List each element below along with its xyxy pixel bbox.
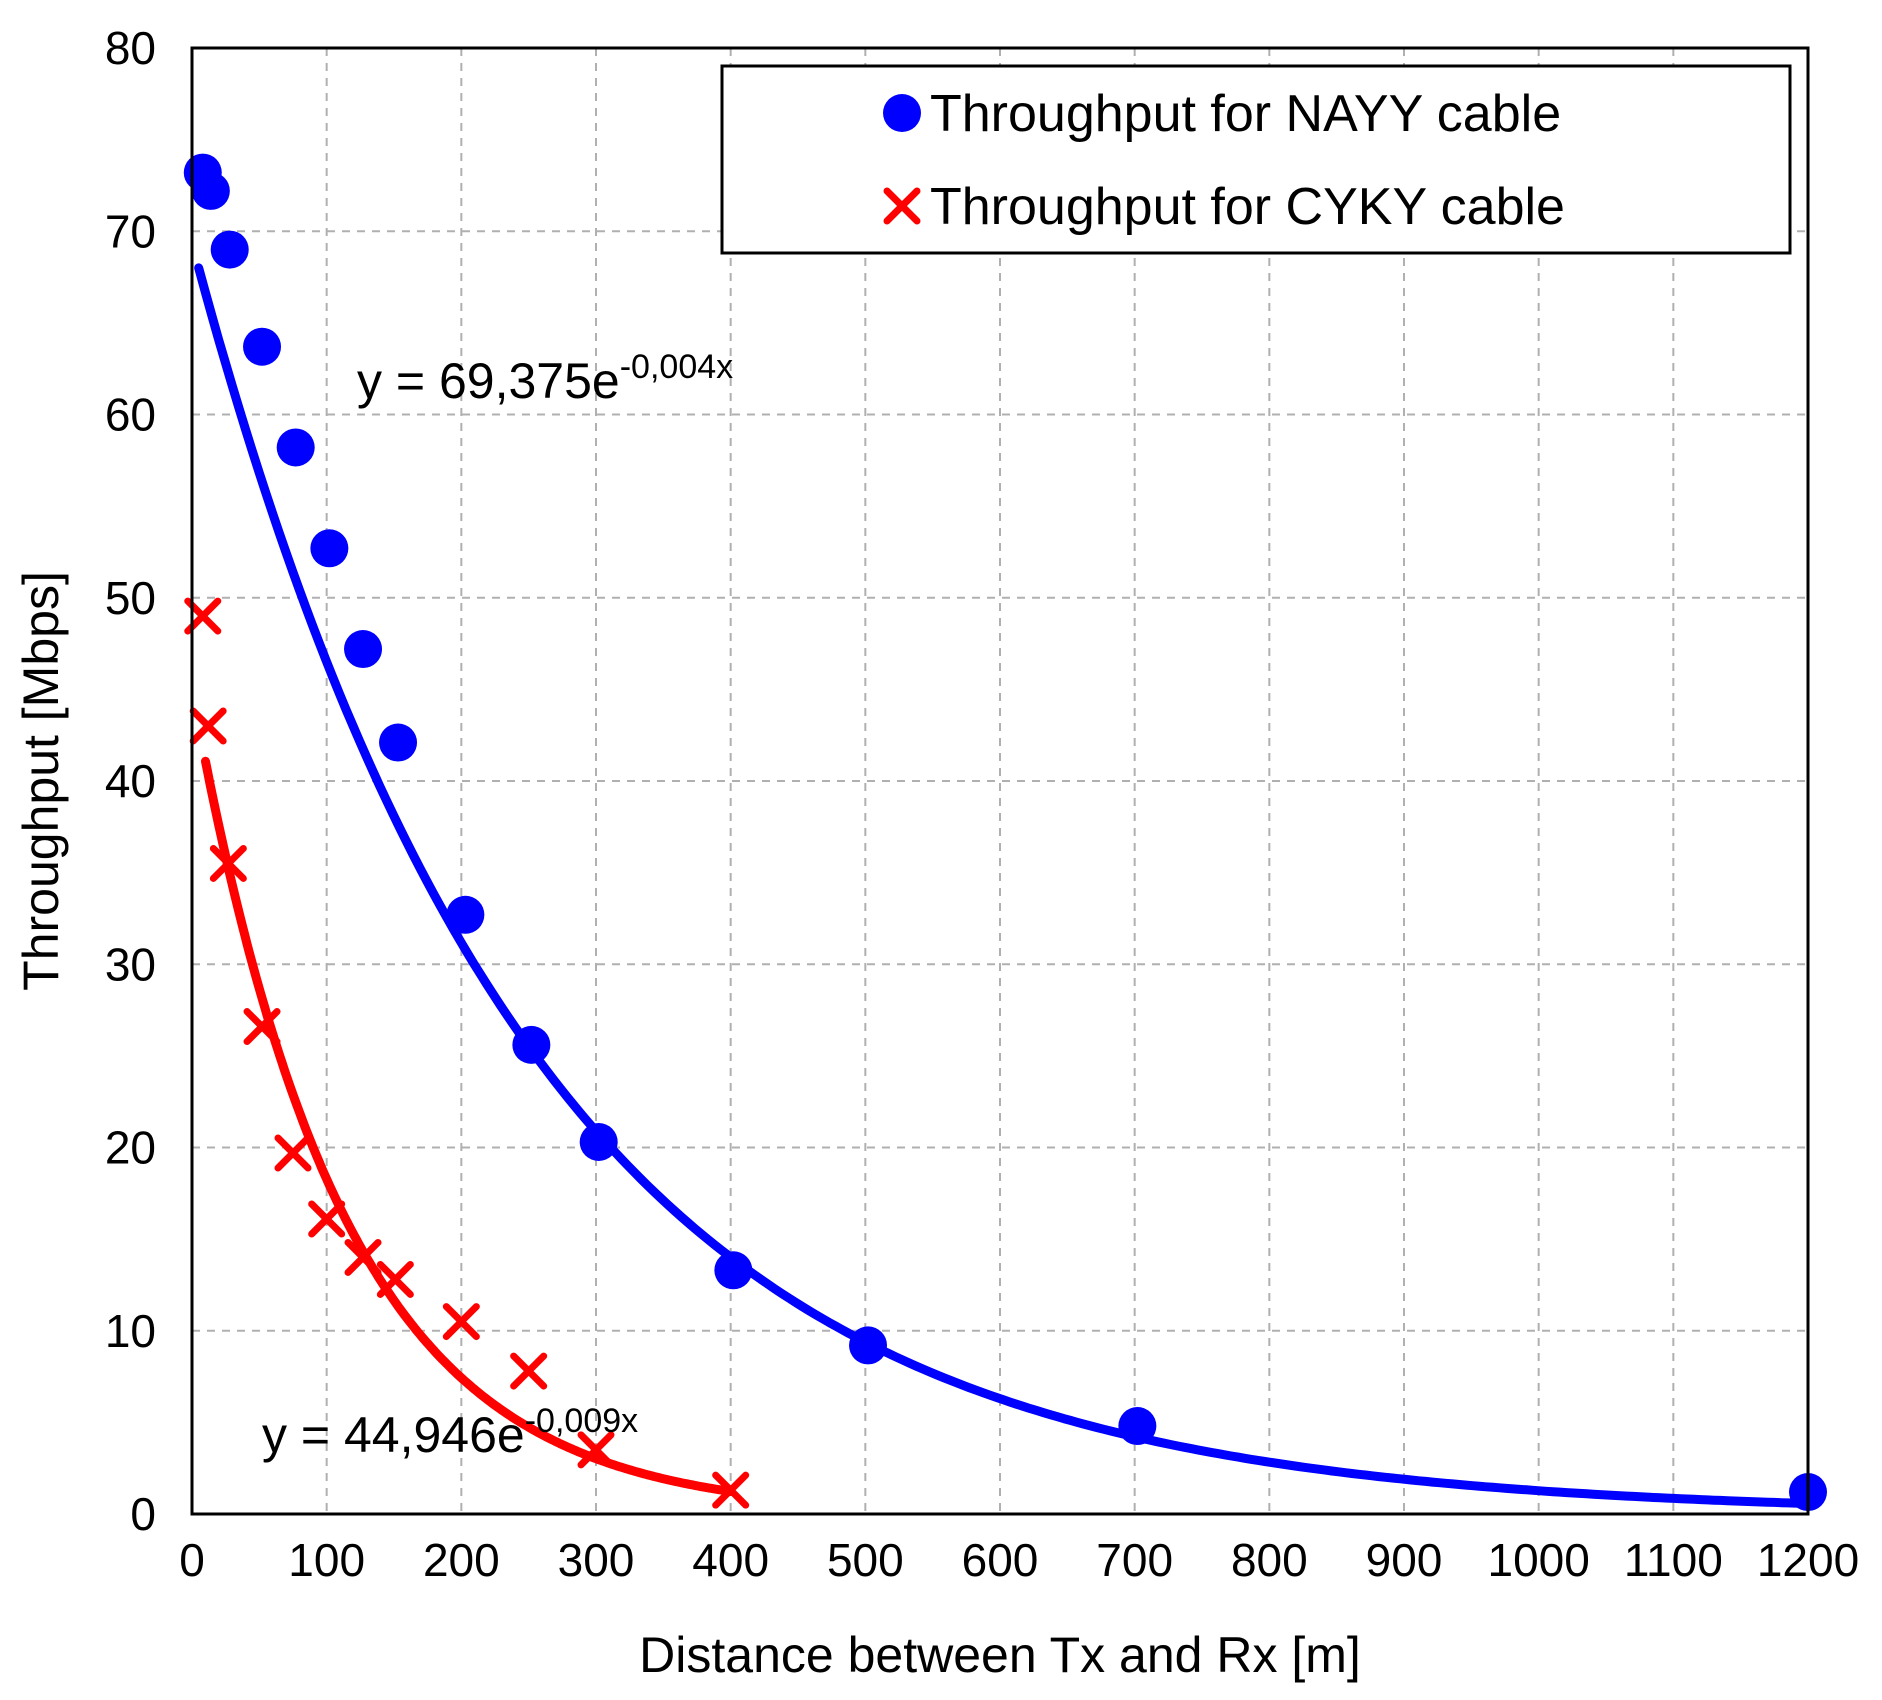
trendlines	[194, 263, 1813, 1508]
data-point-series-0	[1118, 1407, 1157, 1446]
y-tick-label: 60	[105, 389, 156, 441]
legend: Throughput for NAYY cable Throughput for…	[720, 64, 1792, 255]
y-tick-label: 50	[105, 572, 156, 624]
equation-base: y = 69,375e	[357, 353, 620, 409]
legend-marker-x-icon	[883, 187, 921, 225]
data-point-series-1	[344, 1238, 382, 1276]
x-tick-label: 400	[692, 1534, 769, 1586]
trendline-equation-cyky: y = 44,946e-0,009x	[262, 1402, 638, 1463]
data-point-series-0	[276, 428, 315, 467]
equation-exponent: -0,009x	[525, 1402, 638, 1440]
x-tick-label: 1200	[1757, 1534, 1859, 1586]
data-point-series-1	[577, 1431, 615, 1469]
data-point-series-0	[344, 630, 383, 669]
y-tick-label: 20	[105, 1122, 156, 1174]
x-tick-label: 0	[179, 1534, 205, 1586]
equation-base: y = 44,946e	[262, 1407, 525, 1463]
y-tick-label: 0	[130, 1488, 156, 1540]
tick-labels: 0 100 200 300 400 500 600 700 800 900 1000 1100 1200…	[105, 22, 1859, 1586]
legend-marker-nayy	[883, 94, 921, 132]
data-point-series-0	[714, 1251, 753, 1290]
legend-marker-circle-icon	[883, 94, 921, 132]
x-tick-label: 700	[1096, 1534, 1173, 1586]
x-tick-label: 200	[423, 1534, 500, 1586]
data-point-series-0	[446, 895, 485, 934]
x-tick-label: 500	[827, 1534, 904, 1586]
data-point-series-1	[308, 1200, 346, 1238]
y-tick-label: 80	[105, 22, 156, 74]
equation-exponent: -0,004x	[620, 348, 733, 386]
data-point-series-1	[189, 707, 227, 745]
data-point-series-0	[210, 230, 249, 269]
legend-marker-cyky	[883, 187, 921, 225]
y-tick-label: 10	[105, 1305, 156, 1357]
data-point-series-0	[579, 1123, 618, 1162]
data-point-series-1	[209, 844, 247, 882]
trendline-equation-nayy: y = 69,375e-0,004x	[357, 348, 733, 409]
data-point-series-1	[442, 1303, 480, 1341]
x-tick-label: 600	[962, 1534, 1039, 1586]
x-tick-label: 1000	[1487, 1534, 1589, 1586]
plot-area	[190, 46, 1810, 1516]
data-point-series-0	[849, 1326, 888, 1365]
y-tick-label: 30	[105, 938, 156, 990]
data-point-series-0	[310, 529, 349, 568]
x-tick-label: 300	[558, 1534, 635, 1586]
y-tick-label: 70	[105, 205, 156, 257]
data-point-series-1	[243, 1008, 281, 1046]
data-point-series-1	[376, 1260, 414, 1298]
x-tick-label: 100	[288, 1534, 365, 1586]
data-point-series-0	[243, 327, 282, 366]
x-tick-label: 800	[1231, 1534, 1308, 1586]
legend-label-nayy: Throughput for NAYY cable	[930, 85, 1561, 143]
y-tick-label: 40	[105, 755, 156, 807]
legend-label-cyky: Throughput for CYKY cable	[930, 178, 1565, 236]
trendline-0	[194, 263, 1813, 1508]
data-point-series-1	[712, 1471, 750, 1509]
y-axis-title: Throughput [Mbps]	[13, 571, 69, 991]
trendline-1	[201, 756, 736, 1496]
data-point-series-0	[191, 171, 230, 210]
data-point-series-1	[510, 1352, 548, 1390]
x-axis-title: Distance between Tx and Rx [m]	[639, 1627, 1361, 1683]
x-tick-label: 900	[1366, 1534, 1443, 1586]
data-point-series-0	[379, 723, 418, 762]
data-point-series-1	[274, 1134, 312, 1172]
x-tick-label: 1100	[1624, 1534, 1723, 1586]
data-point-series-0	[512, 1025, 551, 1064]
